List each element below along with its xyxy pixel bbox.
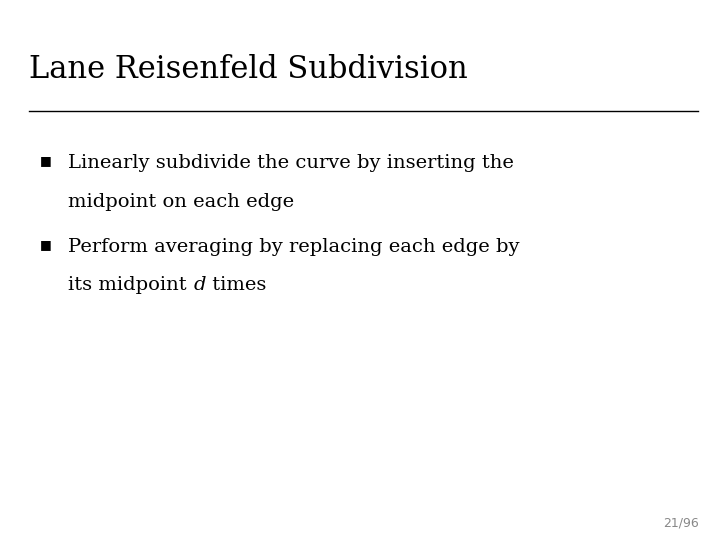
Text: 21/96: 21/96 xyxy=(662,516,698,529)
Text: its midpoint: its midpoint xyxy=(68,276,193,294)
Text: d: d xyxy=(193,276,206,294)
Text: ■: ■ xyxy=(40,238,51,251)
Text: Lane Reisenfeld Subdivision: Lane Reisenfeld Subdivision xyxy=(29,54,467,85)
Text: Linearly subdivide the curve by inserting the: Linearly subdivide the curve by insertin… xyxy=(68,154,514,172)
Text: times: times xyxy=(206,276,266,294)
Text: midpoint on each edge: midpoint on each edge xyxy=(68,193,294,211)
Text: Perform averaging by replacing each edge by: Perform averaging by replacing each edge… xyxy=(68,238,520,255)
Text: ■: ■ xyxy=(40,154,51,167)
